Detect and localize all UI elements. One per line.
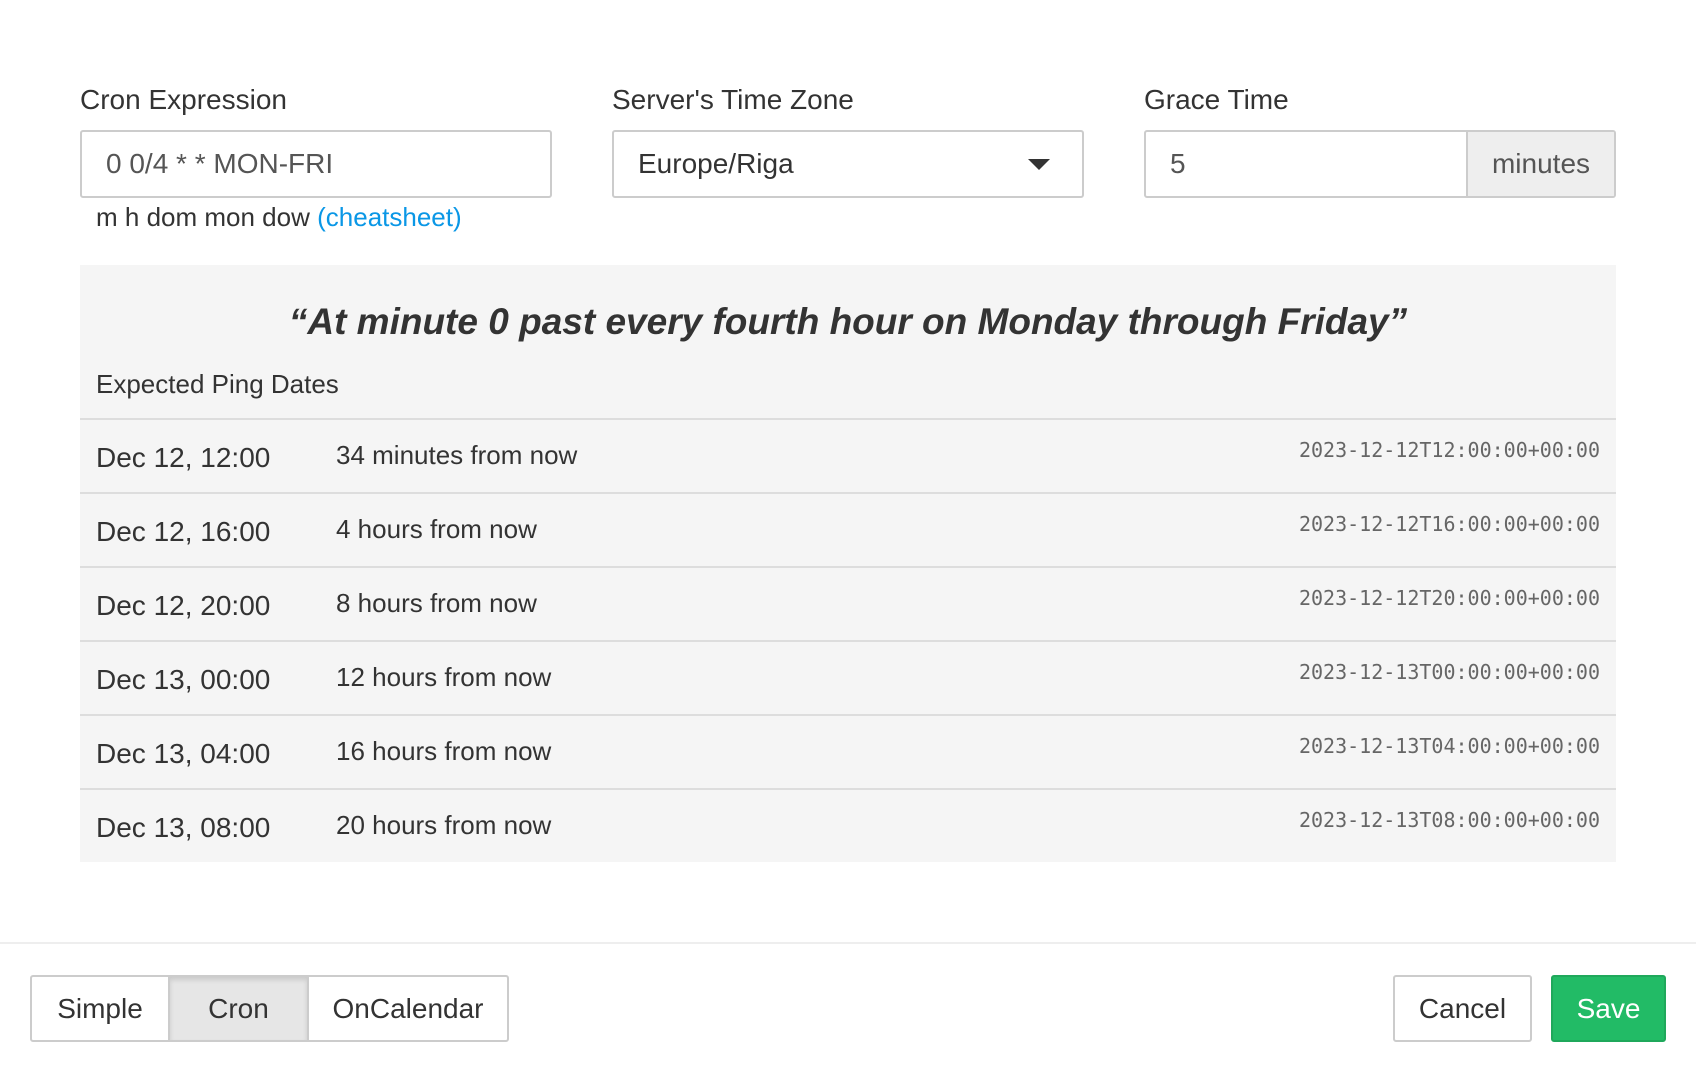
ping-date: Dec 13, 08:00	[96, 812, 271, 843]
table-row: Dec 12, 16:00 4 hours from now 2023-12-12T…	[80, 492, 1616, 566]
timezone-select[interactable]: Europe/Riga	[612, 130, 1084, 198]
ping-relative: 34 minutes from now	[336, 440, 578, 470]
ping-iso: 2023-12-12T16:00:00+00:00	[1298, 512, 1600, 536]
grace-time-unit: minutes	[1466, 132, 1614, 196]
ping-iso: 2023-12-12T12:00:00+00:00	[1298, 438, 1600, 462]
expected-ping-dates-heading: Expected Ping Dates	[96, 369, 339, 399]
ping-date: Dec 12, 12:00	[96, 442, 271, 473]
preview-panel: “At minute 0 past every fourth hour on M…	[80, 265, 1616, 862]
ping-date: Dec 13, 00:00	[96, 664, 271, 695]
footer-divider	[0, 942, 1696, 944]
table-row: Dec 13, 04:00 16 hours from now 2023-12-13…	[80, 714, 1616, 788]
ping-relative: 4 hours from now	[336, 514, 537, 544]
mode-oncalendar-button[interactable]: OnCalendar	[307, 975, 509, 1042]
table-row: Dec 12, 12:00 34 minutes from now 2023-12-…	[80, 418, 1616, 492]
ping-iso: 2023-12-12T20:00:00+00:00	[1298, 586, 1600, 610]
timezone-label: Server's Time Zone	[612, 84, 854, 115]
table-row: Dec 12, 20:00 8 hours from now 2023-12-12T…	[80, 566, 1616, 640]
cancel-button[interactable]: Cancel	[1393, 975, 1532, 1042]
cheatsheet-link[interactable]: (cheatsheet)	[317, 202, 462, 232]
cron-expression-label: Cron Expression	[80, 84, 287, 115]
ping-iso: 2023-12-13T04:00:00+00:00	[1298, 734, 1600, 758]
ping-dates-table: Dec 12, 12:00 34 minutes from now 2023-12-…	[80, 418, 1616, 862]
cron-expression-value: 0 0/4 * * MON-FRI	[106, 148, 334, 179]
ping-relative: 8 hours from now	[336, 588, 537, 618]
ping-relative: 16 hours from now	[336, 736, 552, 766]
ping-relative: 12 hours from now	[336, 662, 552, 692]
ping-date: Dec 12, 20:00	[96, 590, 271, 621]
ping-iso: 2023-12-13T08:00:00+00:00	[1298, 808, 1600, 832]
cron-expression-input[interactable]: 0 0/4 * * MON-FRI	[80, 130, 552, 198]
grace-time-input[interactable]: 5	[1170, 148, 1186, 179]
ping-date: Dec 13, 04:00	[96, 738, 271, 769]
grace-time-label: Grace Time	[1144, 84, 1289, 115]
mode-simple-button[interactable]: Simple	[30, 975, 170, 1042]
cron-fields-hint: m h dom mon dow	[96, 202, 310, 232]
grace-time-group: 5 minutes	[1144, 130, 1616, 198]
table-row: Dec 13, 08:00 20 hours from now 2023-12-13…	[80, 788, 1616, 862]
cron-description: “At minute 0 past every fourth hour on M…	[288, 301, 1408, 342]
timezone-value: Europe/Riga	[638, 148, 794, 179]
table-row: Dec 13, 00:00 12 hours from now 2023-12-13…	[80, 640, 1616, 714]
ping-date: Dec 12, 16:00	[96, 516, 271, 547]
save-button[interactable]: Save	[1551, 975, 1666, 1042]
cron-help: m h dom mon dow (cheatsheet)	[96, 202, 462, 233]
ping-relative: 20 hours from now	[336, 810, 552, 840]
caret-down-icon	[1028, 158, 1050, 170]
ping-iso: 2023-12-13T00:00:00+00:00	[1298, 660, 1600, 684]
mode-cron-button[interactable]: Cron	[168, 975, 309, 1042]
